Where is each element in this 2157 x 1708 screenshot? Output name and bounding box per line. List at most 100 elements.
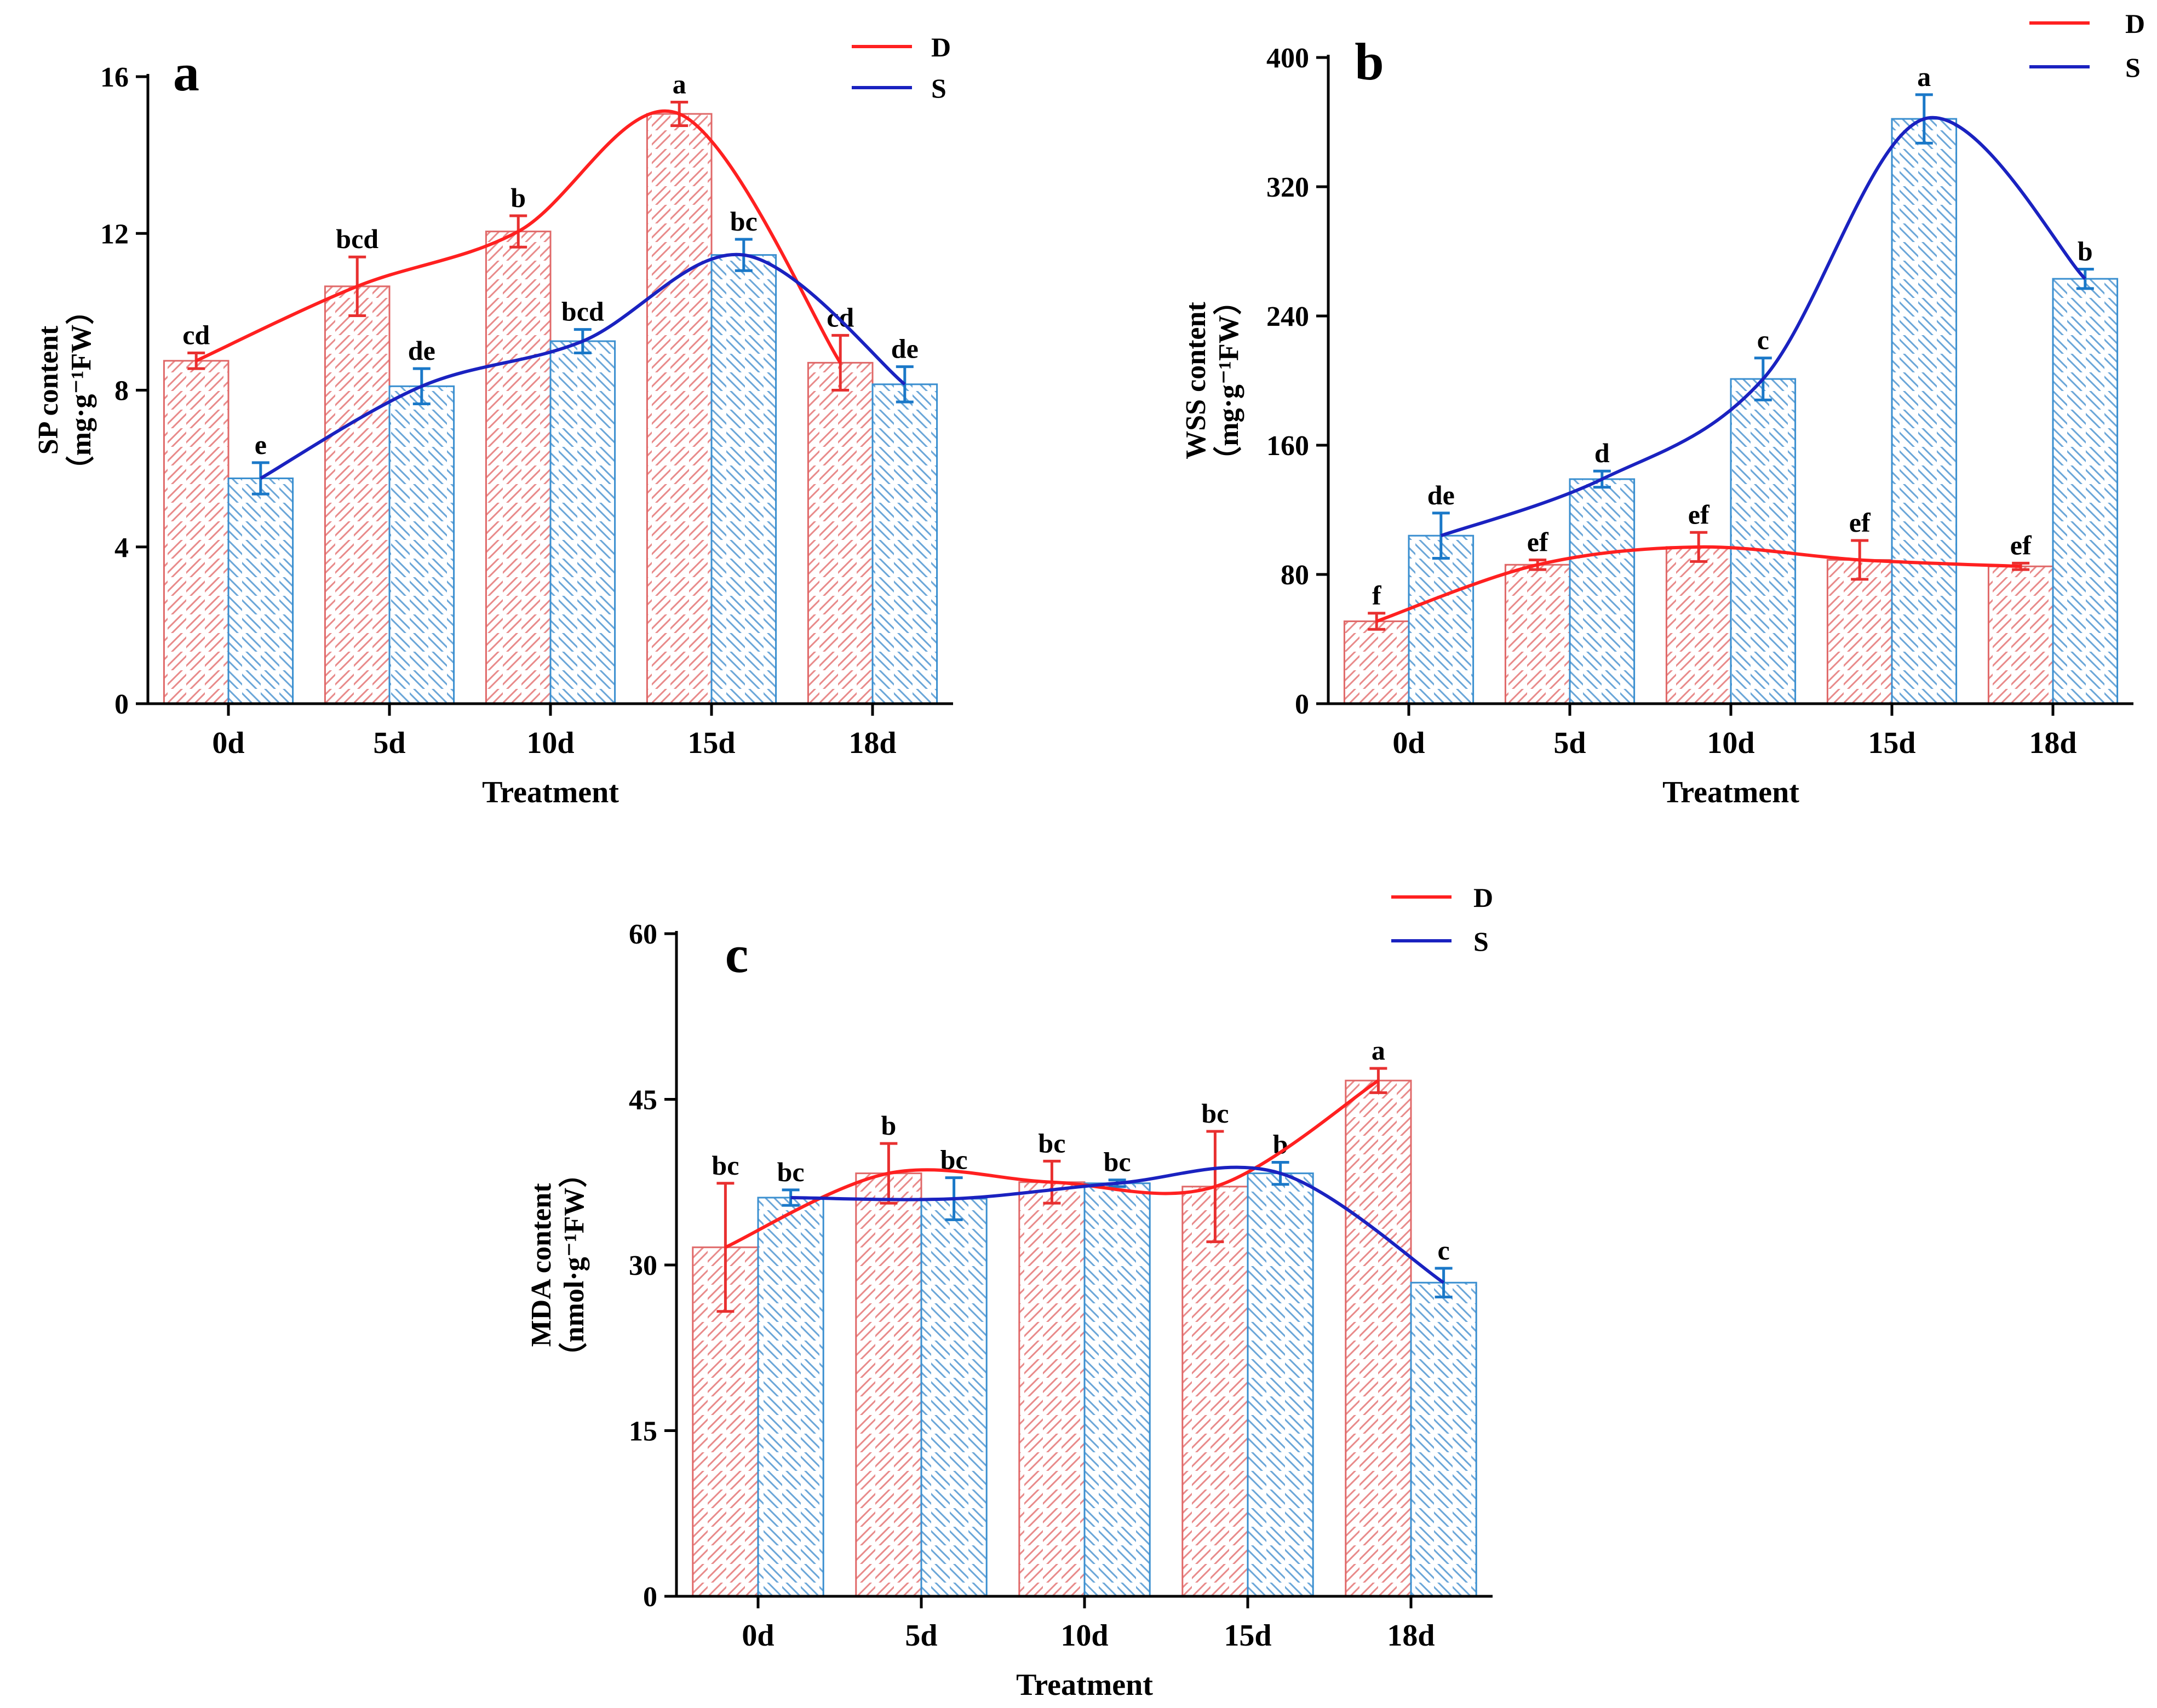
bar-S-18d [2052, 278, 2119, 705]
significance-label-S-0d: e [255, 429, 267, 460]
bar-D-18d [1987, 565, 2054, 705]
panel-letter-a: a [173, 43, 199, 102]
legend-label-D: D [2125, 8, 2145, 39]
trend-line-D [725, 1079, 1380, 1249]
x-tick-label-10d: 10d [526, 726, 574, 760]
bar-D-10d [1018, 1181, 1086, 1597]
x-axis-title: Treatment [1016, 1668, 1153, 1702]
bar-D-15d [1826, 559, 1893, 705]
bar-S-5d [920, 1198, 988, 1597]
y-axis-title: WSS content [1180, 302, 1212, 459]
bar-D-5d [855, 1172, 922, 1597]
x-tick-label-0d: 0d [1392, 726, 1425, 760]
y-tick-label-8: 8 [114, 376, 129, 407]
significance-label-S-5d: d [1594, 438, 1610, 468]
bar-D-5d [1504, 563, 1571, 705]
y-tick-label-15: 15 [629, 1416, 657, 1447]
x-tick-label-15d: 15d [687, 726, 735, 760]
bar-S-15d [1891, 118, 1958, 705]
y-tick-label-60: 60 [629, 919, 657, 950]
y-tick-label-45: 45 [629, 1085, 657, 1116]
significance-label-D-10d: bc [1038, 1128, 1065, 1158]
y-tick-label-12: 12 [100, 218, 129, 250]
y-tick-label-0: 0 [114, 689, 129, 720]
y-tick-label-16: 16 [100, 62, 129, 93]
y-axis-unit: （mg·g⁻¹FW） [1213, 286, 1244, 474]
y-tick-label-0: 0 [1295, 689, 1309, 720]
bar-D-0d [163, 360, 230, 705]
significance-label-S-18d: b [2078, 235, 2093, 266]
y-axis-title: SP content [33, 325, 64, 455]
legend-label-S: S [1473, 926, 1489, 957]
x-axis-title: Treatment [1662, 775, 1799, 809]
y-tick-label-160: 160 [1266, 430, 1309, 462]
significance-label-D-5d: ef [1527, 526, 1549, 557]
panel-letter-c: c [725, 925, 749, 984]
y-tick-label-30: 30 [629, 1250, 657, 1281]
significance-label-D-15d: bc [1201, 1098, 1229, 1129]
legend-label-S: S [2125, 52, 2141, 83]
significance-label-D-10d: b [510, 182, 526, 213]
bar-S-0d [227, 478, 294, 705]
bar-S-10d [549, 340, 616, 705]
significance-label-D-5d: b [881, 1110, 896, 1141]
y-tick-label-0: 0 [643, 1582, 657, 1613]
significance-label-D-0d: bc [712, 1150, 739, 1181]
bar-D-15d [646, 113, 713, 705]
significance-label-D-0d: cd [182, 320, 210, 350]
panel-b-wss-chart: f ef ef ef ef de d c a b 0 80 160 240 320 400 0d 5d 10d 15d… [1180, 8, 2145, 809]
significance-label-D-15d: ef [1849, 507, 1871, 538]
bar-D-5d [324, 285, 391, 705]
bar-D-10d [485, 231, 552, 705]
significance-label-D-15d: a [673, 69, 686, 100]
bar-S-10d [1730, 378, 1797, 705]
bar-S-10d [1083, 1182, 1151, 1597]
trend-line-S [260, 252, 906, 480]
x-tick-label-10d: 10d [1060, 1619, 1108, 1653]
significance-label-D-0d: f [1372, 580, 1382, 611]
bar-S-18d [1410, 1281, 1477, 1597]
significance-label-D-5d: bcd [336, 223, 378, 254]
series-S: de d c a b [1408, 61, 2119, 705]
significance-label-S-10d: bc [1104, 1147, 1131, 1177]
significance-label-S-15d: a [1917, 61, 1931, 92]
x-tick-label-18d: 18d [848, 726, 896, 760]
significance-label-S-5d: de [408, 335, 435, 366]
x-tick-label-5d: 5d [1553, 726, 1586, 760]
significance-label-S-18d: de [891, 333, 919, 364]
bar-S-5d [1569, 478, 1636, 705]
legend-label-D: D [1473, 882, 1493, 913]
bar-S-0d [757, 1197, 824, 1597]
y-axis-unit: （mg·g⁻¹FW） [65, 296, 97, 484]
x-tick-label-0d: 0d [212, 726, 244, 760]
panel-letter-b: b [1355, 32, 1384, 91]
bar-S-0d [1408, 534, 1475, 705]
y-tick-label-400: 400 [1266, 43, 1309, 74]
bar-D-0d [1343, 620, 1410, 705]
x-tick-label-5d: 5d [373, 726, 405, 760]
bar-S-15d [710, 254, 777, 705]
x-tick-label-18d: 18d [1387, 1619, 1435, 1653]
bar-S-18d [871, 383, 938, 705]
significance-label-D-18d: ef [2010, 530, 2032, 560]
series-S: e de bcd bc de [227, 206, 938, 705]
bar-D-18d [807, 361, 874, 705]
significance-label-S-10d: c [1757, 325, 1769, 355]
significance-label-D-18d: a [1372, 1035, 1385, 1066]
y-axis-title: MDA content [526, 1183, 557, 1347]
bar-D-15d [1181, 1186, 1249, 1597]
bar-S-5d [388, 385, 455, 705]
y-tick-label-4: 4 [114, 532, 129, 563]
legend-label-D: D [931, 32, 951, 62]
significance-label-S-15d: bc [730, 206, 758, 237]
bar-D-10d [1665, 546, 1732, 705]
significance-label-D-10d: ef [1688, 499, 1710, 530]
y-tick-label-320: 320 [1266, 172, 1309, 203]
x-tick-label-18d: 18d [2029, 726, 2076, 760]
y-tick-label-80: 80 [1281, 560, 1309, 591]
x-axis-title: Treatment [482, 775, 619, 809]
